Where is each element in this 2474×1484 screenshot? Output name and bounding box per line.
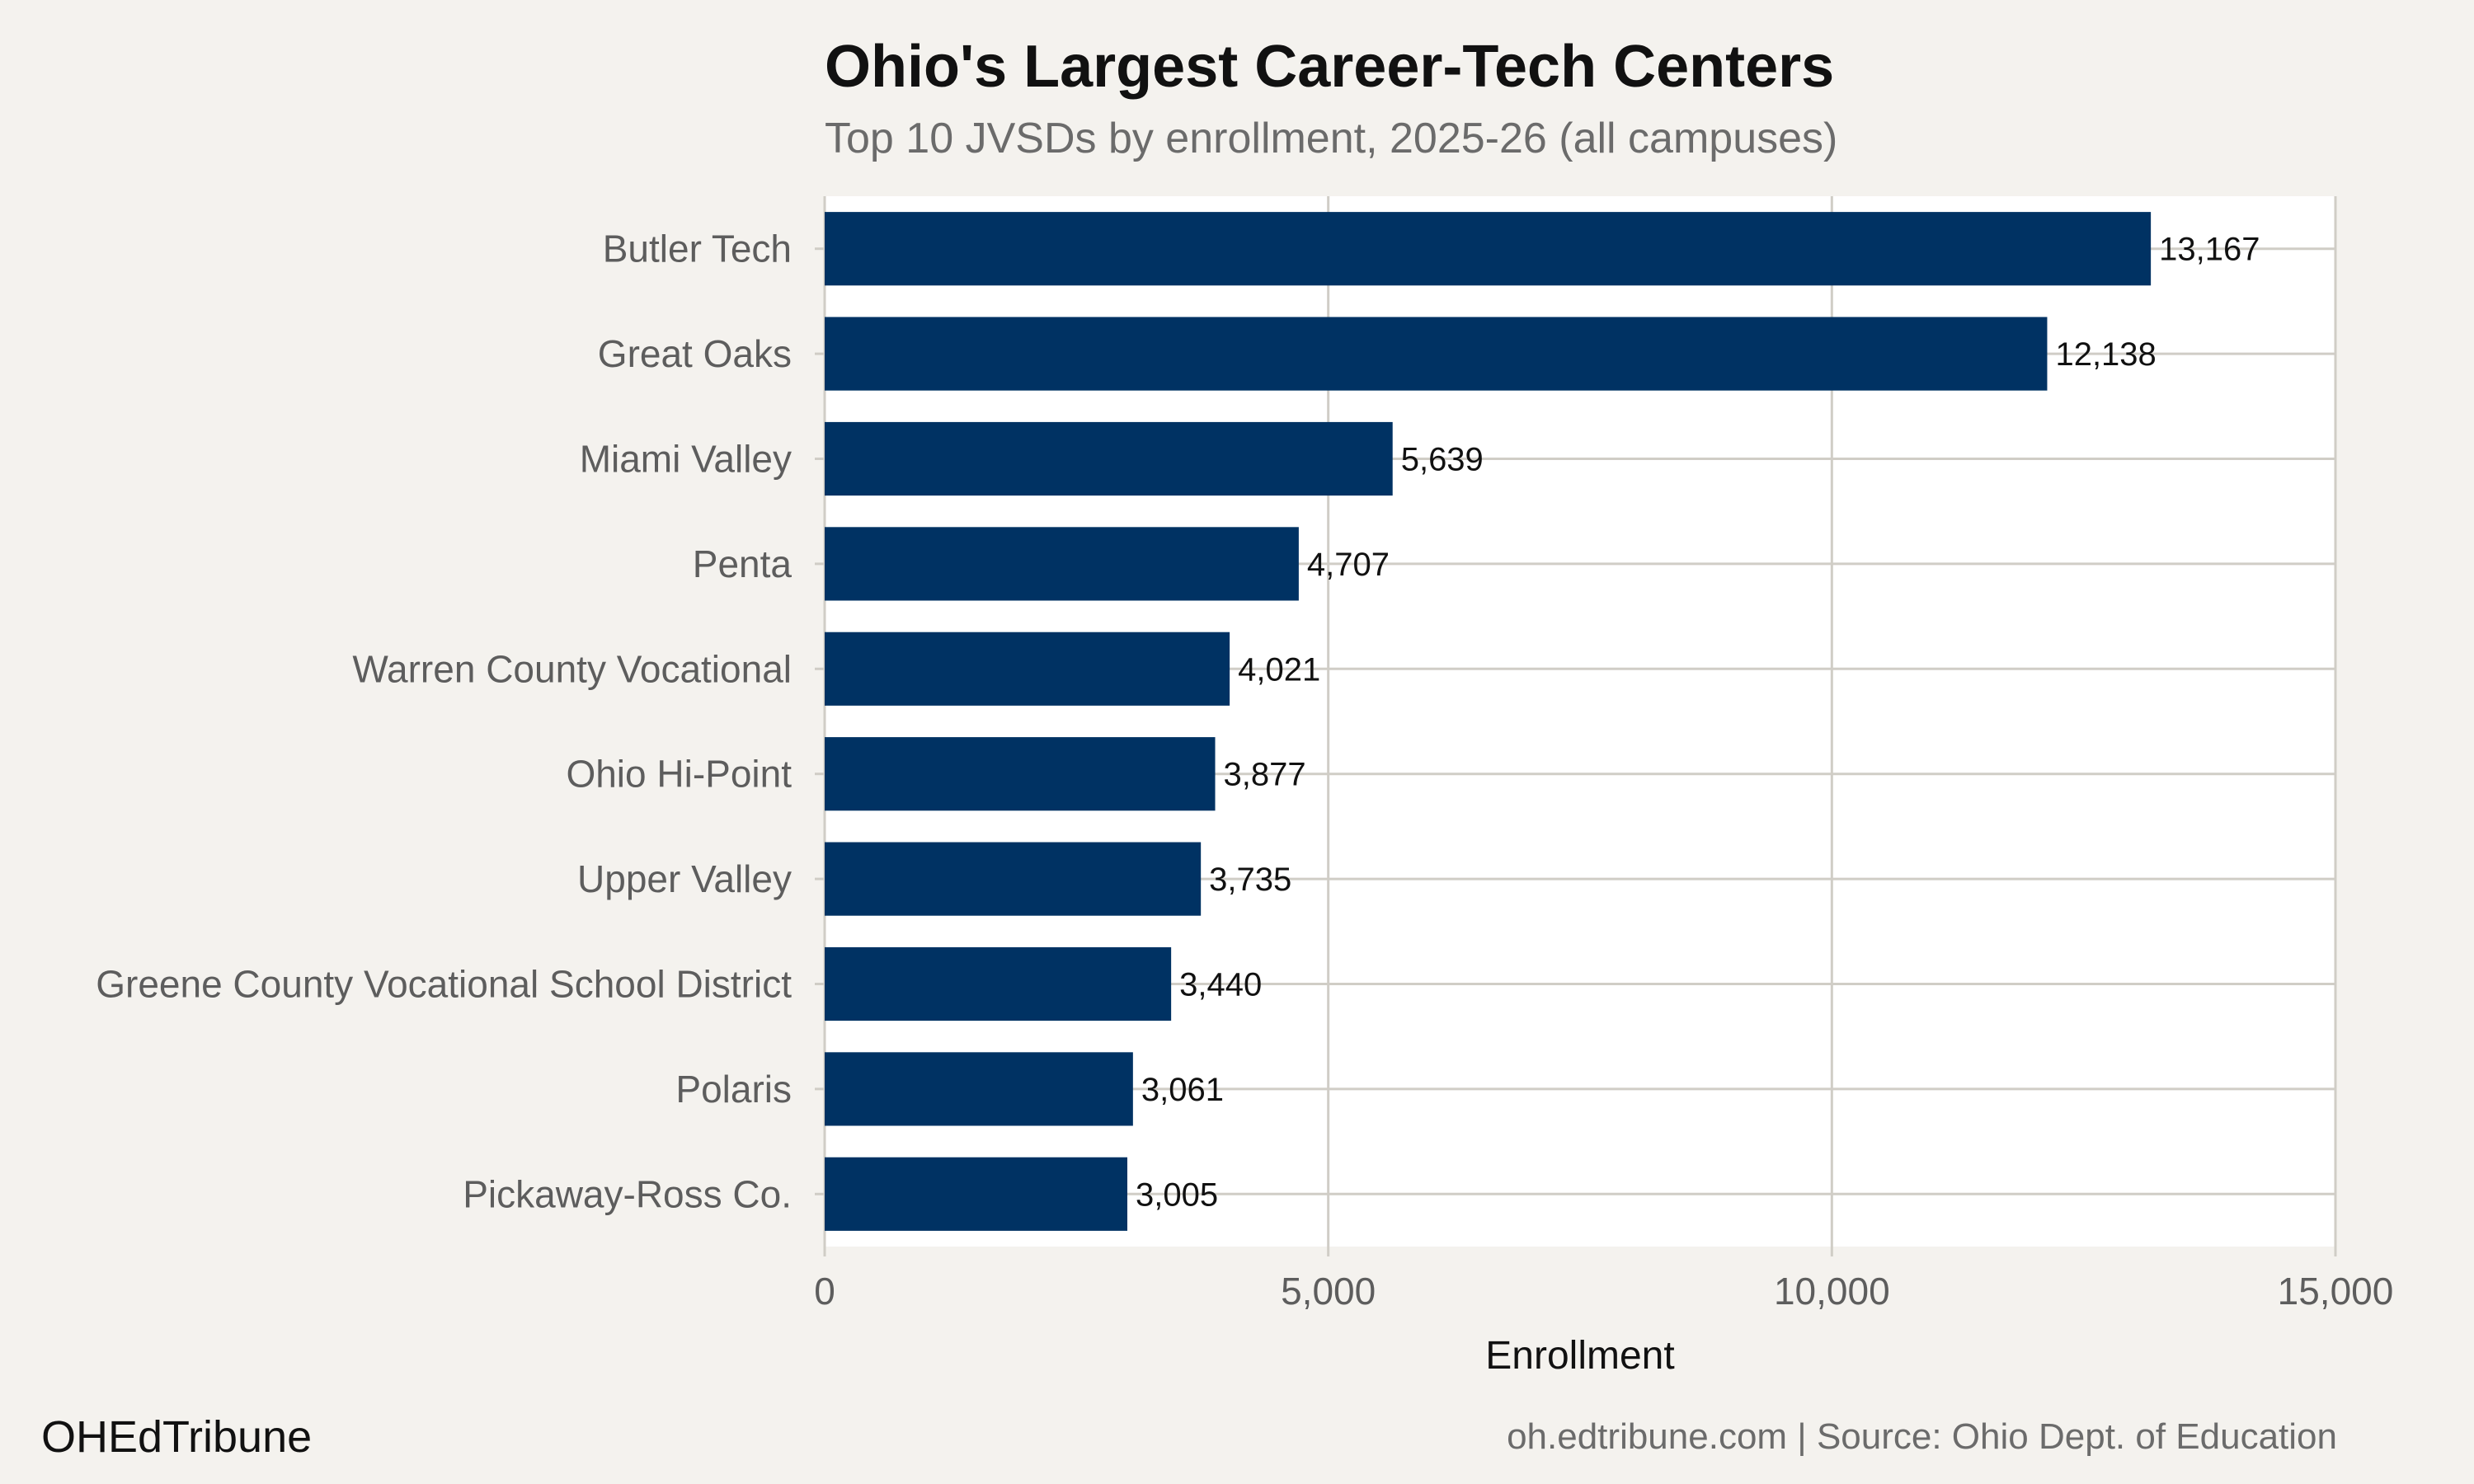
- bar: [825, 527, 1299, 601]
- category-label: Butler Tech: [603, 228, 792, 270]
- bar-value-label: 5,639: [1401, 442, 1484, 478]
- bar-value-label: 4,021: [1238, 651, 1320, 688]
- bar: [825, 1157, 1128, 1231]
- bar: [825, 632, 1230, 706]
- category-label: Miami Valley: [580, 438, 792, 481]
- bar-value-label: 13,167: [2159, 232, 2260, 268]
- category-label: Great Oaks: [598, 332, 792, 375]
- category-label: Upper Valley: [577, 857, 792, 900]
- bar-value-label: 3,440: [1179, 967, 1262, 1003]
- bars: [825, 212, 2152, 1231]
- category-label: Pickaway-Ross Co.: [463, 1172, 792, 1215]
- category-label: Penta: [693, 542, 793, 585]
- bar: [825, 212, 2152, 286]
- category-labels: Butler Tech Great Oaks Miami Valley Penta Wa…: [96, 228, 792, 1216]
- category-label: Ohio Hi-Point: [566, 753, 792, 796]
- x-axis-title: Enrollment: [1485, 1334, 1674, 1378]
- bar-value-label: 12,138: [2055, 336, 2156, 373]
- x-axis-ticks: 0 5,000 10,000 15,000: [814, 247, 2394, 1313]
- source-credit: oh.edtribune.com | Source: Ohio Dept. of…: [1507, 1416, 2337, 1457]
- bar: [825, 1052, 1133, 1126]
- x-tick-label: 0: [814, 1270, 835, 1313]
- x-tick-label: 15,000: [2278, 1270, 2394, 1313]
- category-label: Polaris: [675, 1068, 792, 1111]
- bar-value-label: 3,735: [1209, 862, 1291, 898]
- bar-value-label: 3,005: [1136, 1176, 1218, 1213]
- chart-subtitle: Top 10 JVSDs by enrollment, 2025-26 (all…: [825, 115, 1838, 162]
- category-label: Greene County Vocational School District: [96, 963, 792, 1006]
- bar: [825, 842, 1202, 916]
- bar-value-label: 3,061: [1141, 1072, 1224, 1108]
- x-tick-label: 5,000: [1281, 1270, 1376, 1313]
- bar: [825, 946, 1172, 1021]
- bar-value-label: 4,707: [1307, 547, 1390, 583]
- brand-logo-text: OHEdTribune: [41, 1412, 313, 1462]
- x-tick-label: 10,000: [1774, 1270, 1890, 1313]
- bar: [825, 737, 1216, 811]
- category-label: Warren County Vocational: [352, 647, 792, 690]
- bar: [825, 317, 2048, 391]
- bar-value-label: 3,877: [1224, 757, 1306, 793]
- bar: [825, 421, 1393, 496]
- chart-title: Ohio's Largest Career-Tech Centers: [825, 34, 1835, 100]
- value-labels: 13,167 12,138 5,639 4,707 4,021 3,877 3,735 3,4…: [1136, 232, 2260, 1214]
